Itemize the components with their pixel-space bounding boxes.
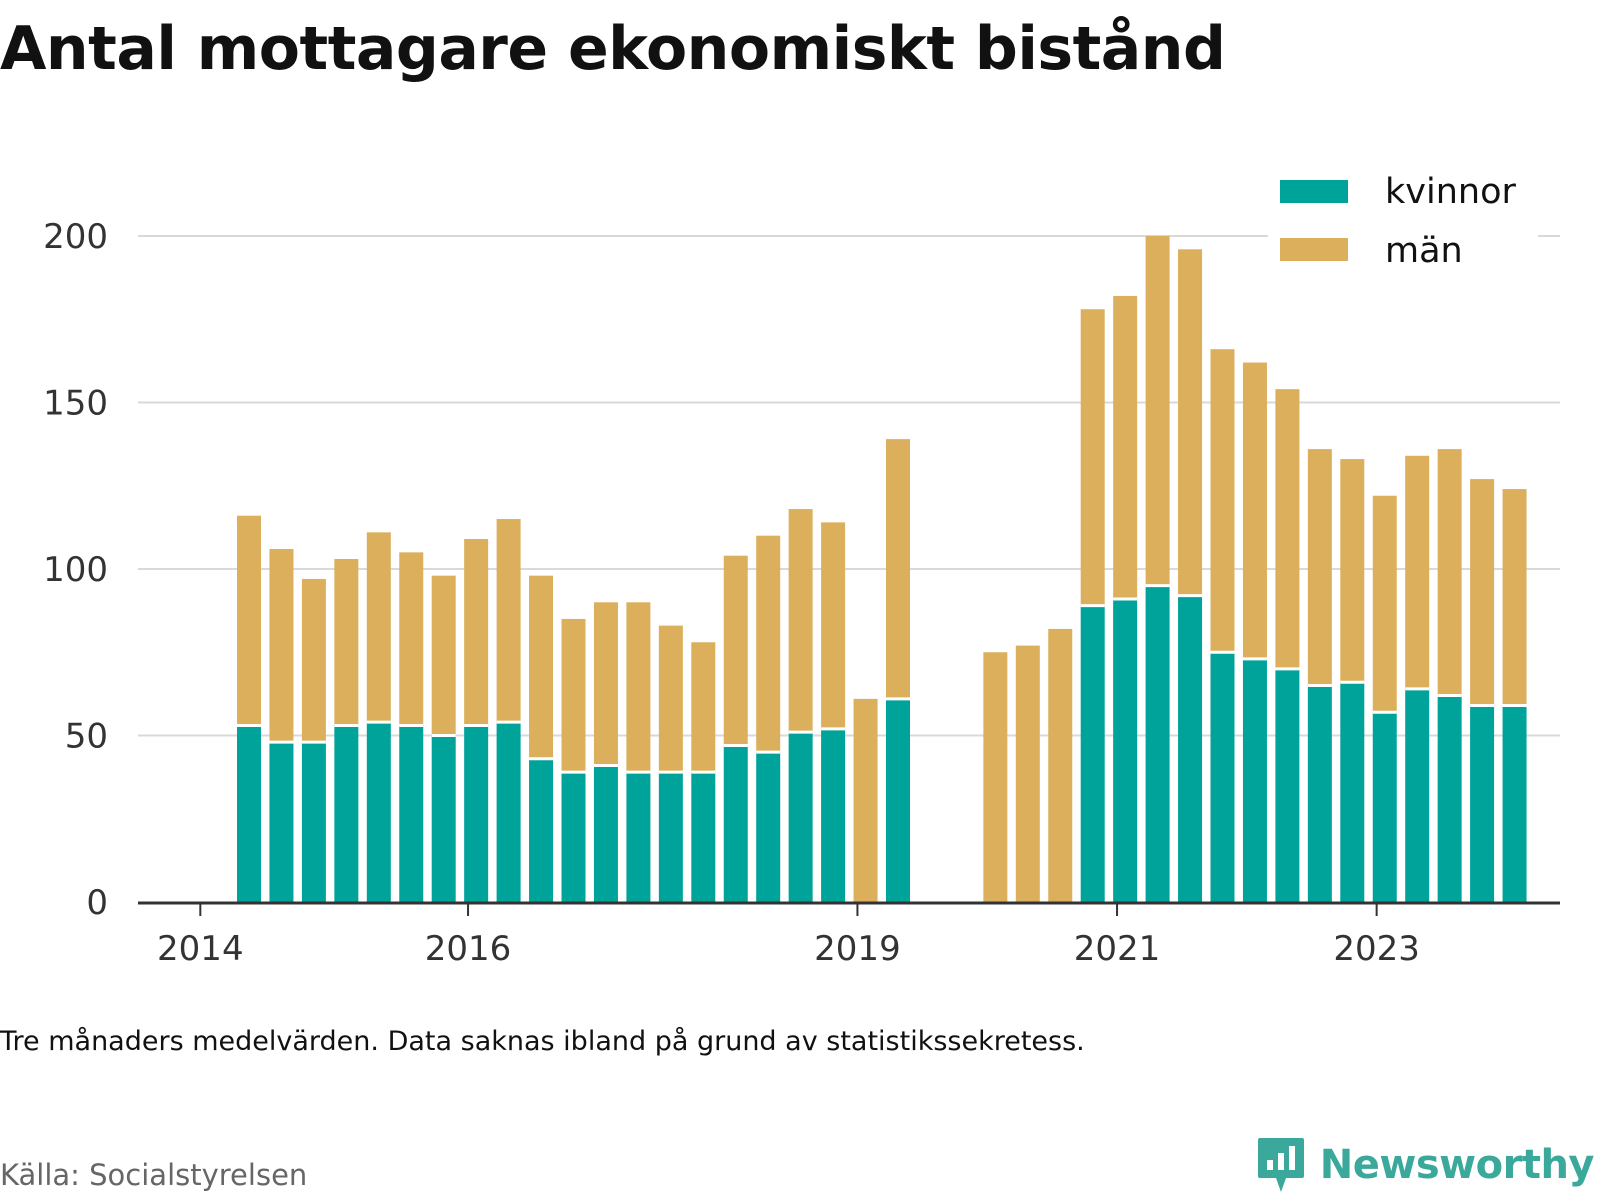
bar-man xyxy=(529,575,554,759)
bar-kvinnor xyxy=(399,725,424,902)
bar-man xyxy=(1113,295,1138,599)
bar-kvinnor xyxy=(788,732,813,902)
bar-man xyxy=(1470,479,1495,706)
legend: kvinnor män xyxy=(1268,168,1538,273)
legend-label-man: män xyxy=(1385,231,1463,271)
bar-man xyxy=(431,575,456,736)
bar-kvinnor xyxy=(1080,605,1105,902)
x-tick-label: 2023 xyxy=(1333,929,1420,969)
bar-man xyxy=(788,509,813,733)
bar-kvinnor xyxy=(593,765,618,902)
bar-kvinnor xyxy=(1437,695,1462,902)
legend-label-kvinnor: kvinnor xyxy=(1385,172,1516,212)
x-tick-label: 2021 xyxy=(1074,929,1161,969)
bar-man xyxy=(723,555,748,746)
bar-man xyxy=(1080,309,1105,606)
bar-kvinnor xyxy=(1275,668,1300,902)
bar-kvinnor xyxy=(334,725,359,902)
bar-man xyxy=(1210,349,1235,653)
bar-kvinnor xyxy=(658,772,683,902)
y-tick-label: 100 xyxy=(43,550,108,590)
x-tick-label: 2014 xyxy=(157,929,244,969)
bar-kvinnor xyxy=(626,772,651,902)
chart-title: Antal mottagare ekonomiskt bistånd xyxy=(0,14,1226,84)
bar-man xyxy=(886,439,910,699)
bar-kvinnor xyxy=(1405,688,1430,902)
bar-kvinnor xyxy=(431,735,456,902)
bar-kvinnor xyxy=(723,745,748,902)
legend-swatch-kvinnor xyxy=(1280,180,1348,203)
bar-man xyxy=(1405,455,1430,689)
bar-kvinnor xyxy=(1470,705,1495,902)
footnote: Tre månaders medelvärden. Data saknas ib… xyxy=(0,1026,1085,1057)
brand-name: Newsworthy xyxy=(1319,1142,1595,1188)
x-tick-label: 2019 xyxy=(814,929,901,969)
brand-logo[interactable]: Newsworthy xyxy=(1256,1136,1595,1194)
bar-kvinnor xyxy=(1372,712,1397,902)
bar-man xyxy=(334,559,359,726)
bar-man xyxy=(366,532,391,723)
bar-kvinnor xyxy=(1242,658,1267,902)
bar-man xyxy=(1178,249,1203,596)
bar-man xyxy=(1307,449,1332,686)
bar-man xyxy=(301,578,326,743)
bars xyxy=(237,236,1527,902)
bar-man xyxy=(464,539,489,726)
bar-kvinnor xyxy=(886,698,910,902)
bar-kvinnor xyxy=(301,742,326,902)
bar-man xyxy=(237,515,261,726)
y-axis-tick-labels: 0 50 100 150 200 xyxy=(43,217,108,923)
bar-man xyxy=(593,602,618,766)
bar-kvinnor xyxy=(1145,585,1170,902)
bar-man xyxy=(1502,489,1527,706)
bar-man xyxy=(1372,495,1397,713)
bar-kvinnor xyxy=(237,725,261,902)
bar-man xyxy=(658,625,683,773)
y-tick-label: 150 xyxy=(43,384,108,424)
bar-man xyxy=(269,549,294,743)
x-axis xyxy=(138,901,1560,916)
bar-man xyxy=(756,535,781,753)
y-tick-label: 0 xyxy=(86,883,108,923)
bar-kvinnor xyxy=(1178,595,1203,902)
x-tick-label: 2016 xyxy=(425,929,512,969)
newsworthy-logo-icon xyxy=(1257,1138,1304,1192)
bar-kvinnor xyxy=(1210,652,1235,902)
bar-kvinnor xyxy=(529,758,554,902)
bar-man xyxy=(1275,389,1300,669)
bar-kvinnor xyxy=(756,752,781,902)
bar-man xyxy=(626,602,651,773)
source-label: Källa: Socialstyrelsen xyxy=(0,1158,308,1192)
bar-kvinnor xyxy=(1340,682,1365,902)
stacked-bar-chart: 0 50 100 150 200 2014 2016 2019 2021 2023 kvinno… xyxy=(43,168,1560,969)
bar-kvinnor xyxy=(366,722,391,902)
bar-kvinnor xyxy=(691,772,716,902)
legend-swatch-man xyxy=(1280,238,1348,261)
bar-kvinnor xyxy=(269,742,294,902)
bar-man xyxy=(1015,645,1040,902)
bar-kvinnor xyxy=(496,722,521,902)
bar-man xyxy=(1145,236,1170,586)
bar-man xyxy=(1048,628,1073,902)
bar-kvinnor xyxy=(561,772,586,902)
bar-man xyxy=(399,552,424,726)
bar-man xyxy=(691,642,716,773)
y-tick-label: 200 xyxy=(43,217,108,257)
bar-kvinnor xyxy=(1113,598,1138,902)
bar-man xyxy=(821,522,846,729)
bar-kvinnor xyxy=(464,725,489,902)
bar-man xyxy=(1437,449,1462,696)
bar-kvinnor xyxy=(1502,705,1527,902)
bar-man xyxy=(496,519,521,723)
bar-man xyxy=(1242,362,1267,659)
y-tick-label: 50 xyxy=(65,717,108,757)
bar-man xyxy=(1340,459,1365,683)
bar-man xyxy=(853,698,878,902)
bar-kvinnor xyxy=(821,728,846,902)
bar-kvinnor xyxy=(1307,685,1332,902)
bar-man xyxy=(561,618,586,773)
bar-man xyxy=(983,652,1008,902)
x-axis-tick-labels: 2014 2016 2019 2021 2023 xyxy=(157,929,1420,969)
